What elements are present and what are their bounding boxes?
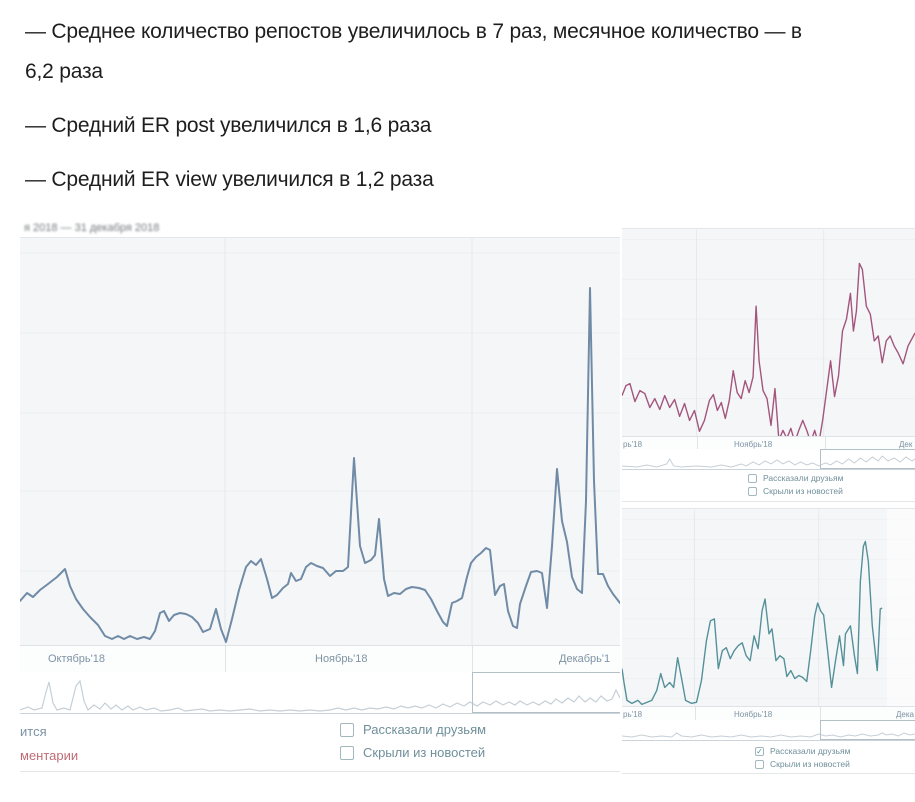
navigator-selection-window[interactable] — [820, 449, 915, 469]
month-separator — [695, 707, 696, 721]
x-label-december-cut: Дека — [896, 710, 914, 719]
x-label-december: Декабрь'1 — [559, 653, 611, 665]
legend-item-shared[interactable]: Рассказали друзьям — [748, 473, 843, 483]
summary-line: 6,2 раза — [25, 60, 103, 83]
teal-chart-panel: рь'18 Ноябрь'18 Дека ✓ Рассказали друзья… — [622, 508, 915, 775]
legend-item-hidden[interactable]: Скрыли из новостей — [340, 745, 485, 760]
checkbox-hidden[interactable] — [748, 486, 757, 496]
navigator-selection-window[interactable] — [472, 672, 620, 713]
month-separator — [820, 707, 821, 721]
x-label-october-cut: рь'18 — [623, 710, 643, 719]
legend-shared-label: Рассказали друзьям — [770, 746, 851, 756]
legend-likes-label: ится — [20, 724, 47, 739]
main-navigator-spark — [20, 679, 620, 712]
pink-navigator-svg — [622, 455, 915, 468]
panel-divider — [622, 773, 915, 774]
month-separator — [225, 646, 226, 673]
legend-item-likes[interactable]: ится — [20, 724, 47, 739]
main-chart-plot[interactable] — [20, 237, 620, 646]
x-label-december-cut: Дек — [899, 440, 913, 449]
main-chart-panel: я 2018 — 31 декабря 2018 Октябрь'18 Нояб… — [20, 222, 620, 773]
pink-chart-panel: рь'18 Ноябрь'18 Дек Рассказали друзьям С… — [622, 228, 915, 503]
legend-hidden-label: Скрыли из новостей — [363, 745, 486, 760]
gridlines-vertical — [695, 229, 825, 437]
summary-item-er-view: — Средний ER view увеличился в 1,2 раза — [25, 160, 905, 200]
panel-divider — [20, 771, 620, 772]
gridlines-vertical — [694, 509, 820, 707]
gridlines-vertical — [224, 238, 473, 646]
x-label-november: Ноябрь'18 — [734, 440, 773, 449]
teal-chart-navigator[interactable] — [622, 720, 915, 741]
summary-block: — Среднее количество репостов увеличилос… — [25, 12, 905, 214]
month-separator — [472, 646, 473, 673]
legend-item-hidden[interactable]: Скрыли из новостей — [748, 486, 843, 496]
summary-item-reposts: — Среднее количество репостов увеличилос… — [25, 12, 905, 92]
checkbox-shared-checked[interactable]: ✓ — [755, 746, 764, 756]
summary-line: — Средний ER post увеличился в 1,6 раза — [25, 114, 432, 137]
gridlines-horizontal — [622, 519, 915, 699]
teal-chart-svg — [622, 509, 915, 707]
main-x-axis: Октябрь'18 Ноябрь'18 Декабрь'1 — [20, 645, 620, 674]
legend-hidden-label: Скрыли из новостей — [770, 759, 850, 769]
x-label-october: Октябрь'18 — [48, 653, 105, 665]
pink-navigator-spark — [622, 455, 915, 468]
summary-line: — Средний ER view увеличился в 1,2 раза — [25, 168, 434, 191]
main-chart-svg — [20, 238, 620, 646]
panel-divider — [622, 501, 915, 502]
teal-navigator-spark — [622, 732, 915, 738]
teal-series-line — [622, 540, 883, 706]
navigator-selection-window[interactable] — [820, 720, 915, 740]
main-series-line — [20, 287, 620, 643]
pink-chart-svg — [622, 229, 915, 437]
x-label-november: Ноябрь'18 — [734, 710, 773, 719]
legend-shared-label: Рассказали друзьям — [763, 473, 844, 483]
x-label-october-cut: рь'18 — [623, 440, 643, 449]
teal-navigator-svg — [622, 732, 915, 738]
gridlines-horizontal — [20, 252, 620, 572]
main-chart-navigator[interactable] — [20, 672, 620, 714]
teal-x-axis: рь'18 Ноябрь'18 Дека — [622, 706, 915, 722]
plot-empty-region — [887, 509, 915, 707]
legend-hidden-label: Скрыли из новостей — [763, 486, 843, 496]
x-label-november: Ноябрь'18 — [315, 653, 368, 665]
legend-item-comments[interactable]: ментарии — [20, 748, 78, 763]
legend-item-hidden[interactable]: Скрыли из новостей — [755, 759, 850, 769]
pink-series-line — [622, 262, 915, 437]
summary-line: — Среднее количество репостов увеличилос… — [25, 20, 802, 43]
legend-item-shared[interactable]: ✓ Рассказали друзьям — [755, 746, 850, 756]
pink-x-axis: рь'18 Ноябрь'18 Дек — [622, 436, 915, 451]
pink-chart-navigator[interactable] — [622, 449, 915, 470]
legend-item-shared[interactable]: Рассказали друзьям — [340, 722, 486, 737]
gridlines-horizontal — [622, 239, 915, 400]
checkbox-shared[interactable] — [340, 722, 354, 737]
pink-chart-plot[interactable] — [622, 228, 915, 437]
summary-item-er-post: — Средний ER post увеличился в 1,6 раза — [25, 106, 905, 146]
legend-comments-label: ментарии — [20, 748, 79, 763]
main-navigator-svg — [20, 679, 620, 712]
month-separator — [825, 437, 826, 450]
checkbox-shared[interactable] — [748, 473, 757, 483]
chart-period-label: я 2018 — 31 декабря 2018 — [24, 222, 160, 234]
teal-chart-plot[interactable] — [622, 508, 915, 707]
checkbox-hidden[interactable] — [755, 759, 764, 769]
month-separator — [697, 437, 698, 450]
legend-shared-label: Рассказали друзьям — [363, 722, 487, 737]
checkbox-hidden[interactable] — [340, 745, 354, 760]
